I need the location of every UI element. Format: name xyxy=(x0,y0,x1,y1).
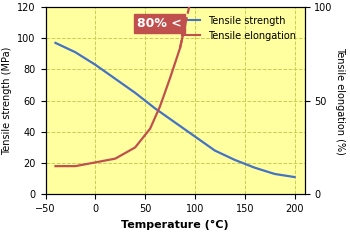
X-axis label: Temperature (°C): Temperature (°C) xyxy=(121,219,229,230)
Y-axis label: Tensile elongation (%): Tensile elongation (%) xyxy=(335,47,345,155)
Text: 80% <: 80% < xyxy=(137,17,182,30)
Y-axis label: Tensile strength (MPa): Tensile strength (MPa) xyxy=(2,46,12,155)
Legend: Tensile strength, Tensile elongation: Tensile strength, Tensile elongation xyxy=(178,12,300,44)
